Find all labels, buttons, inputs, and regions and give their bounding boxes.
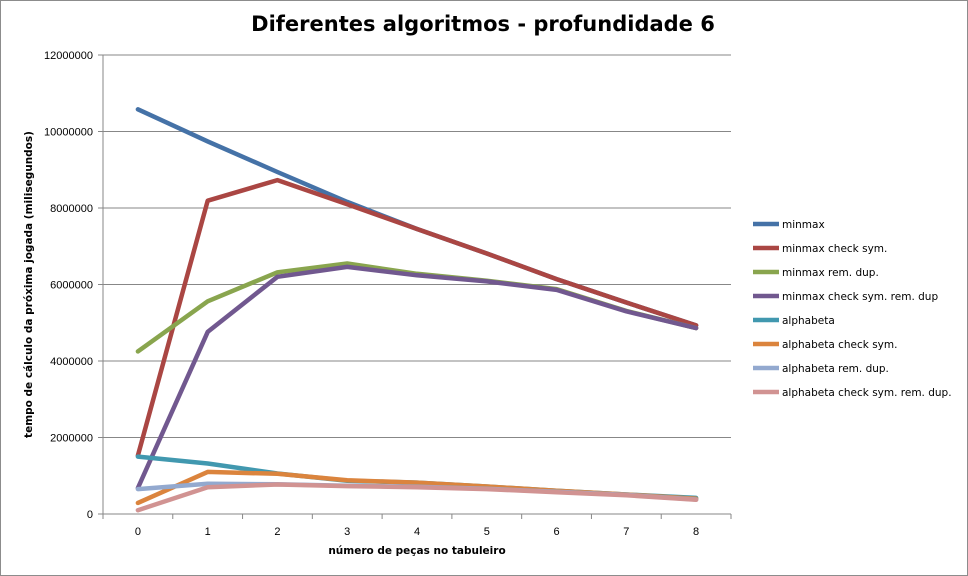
legend-label: minmax check sym. bbox=[782, 243, 887, 255]
series-line-1 bbox=[135, 107, 699, 328]
legend-label: minmax check sym. rem. dup bbox=[782, 291, 938, 303]
x-tick-label: 0 bbox=[135, 526, 141, 538]
legend: minmax minmax check sym. minmax rem. dup. m… bbox=[753, 219, 952, 399]
x-tick-label: 6 bbox=[553, 526, 559, 538]
y-tick-label: 12000000 bbox=[44, 50, 93, 62]
x-tick-label: 8 bbox=[693, 526, 699, 538]
x-tick-label: 5 bbox=[484, 526, 490, 538]
series-lines bbox=[135, 107, 699, 513]
legend-label: alphabeta bbox=[782, 315, 835, 327]
y-tick-label: 2000000 bbox=[50, 433, 93, 445]
x-tick-label: 1 bbox=[205, 526, 211, 538]
x-axis-label: número de peças no tabuleiro bbox=[328, 545, 505, 557]
legend-label: minmax rem. dup. bbox=[782, 267, 879, 279]
gridlines bbox=[103, 54, 731, 438]
y-tick-label: 10000000 bbox=[44, 127, 93, 139]
chart-title: Diferentes algoritmos - profundidade 6 bbox=[251, 12, 715, 36]
x-tick-label: 4 bbox=[414, 526, 420, 538]
series-line-8 bbox=[135, 482, 699, 513]
x-tick-label: 2 bbox=[274, 526, 280, 538]
x-axis-ticks: 0 1 2 3 4 5 6 7 8 bbox=[102, 514, 732, 538]
y-tick-label: 6000000 bbox=[50, 280, 93, 292]
y-tick-label: 8000000 bbox=[50, 203, 93, 215]
series-line-2 bbox=[135, 177, 699, 458]
y-tick-label: 0 bbox=[87, 509, 93, 521]
legend-label: alphabeta check sym. rem. dup. bbox=[782, 387, 952, 399]
legend-label: minmax bbox=[782, 219, 825, 231]
series-line-4 bbox=[135, 264, 699, 491]
legend-label: alphabeta rem. dup. bbox=[782, 363, 889, 375]
y-axis-ticks: 0 2000000 4000000 6000000 8000000 10000000 120… bbox=[44, 50, 103, 521]
legend-label: alphabeta check sym. bbox=[782, 339, 897, 351]
x-tick-label: 7 bbox=[623, 526, 629, 538]
y-tick-label: 4000000 bbox=[50, 356, 93, 368]
y-axis-label: tempo de cálculo da próxima jogada (mili… bbox=[23, 131, 35, 438]
x-tick-label: 3 bbox=[344, 526, 350, 538]
